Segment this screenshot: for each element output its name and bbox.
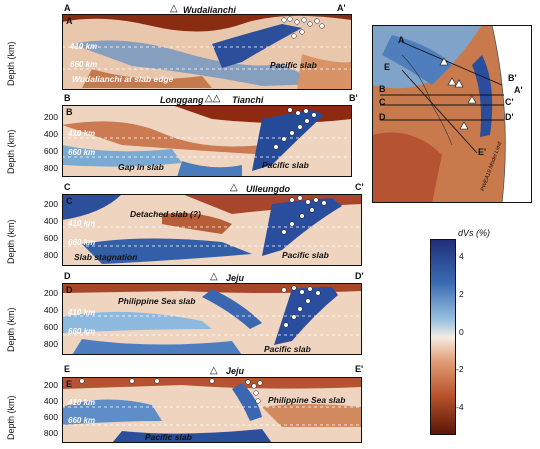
annotation-philippine-sea-slab-d: Philippine Sea slab (118, 296, 196, 306)
volcano-longgang: Longgang (160, 95, 204, 105)
annotation-wudalianchi-edge: Wudalianchi at slab edge (72, 74, 174, 84)
section-d-end: D' (355, 271, 364, 281)
map-label-a: A (398, 35, 405, 45)
depth-axis-label-a: Depth (km) (6, 41, 16, 86)
volcano-triangle-icon: △ (210, 365, 218, 376)
tomography-b (62, 105, 352, 177)
cross-section-c (62, 194, 362, 266)
volcano-triangle-icon: △ (170, 3, 178, 14)
map-label-e: E (384, 62, 391, 72)
map-label-b: B (379, 84, 386, 94)
depth-axis-label-e: Depth (km) (6, 395, 16, 440)
colorbar-title: dVs (%) (458, 228, 491, 238)
tomography-e (62, 377, 362, 443)
cross-section-e (62, 377, 362, 443)
annotation-slab-stagnation: Slab stagnation (74, 252, 138, 262)
panel-a-letter: A (66, 16, 73, 26)
section-a-end: A' (337, 3, 346, 13)
section-a-start: A (64, 3, 71, 13)
colorbar (430, 239, 456, 435)
annotation-pacific-slab-b: Pacific slab (262, 160, 309, 170)
section-c-start: C (64, 182, 71, 192)
section-d-start: D (64, 271, 71, 281)
ref-410-d: 410 km (68, 308, 96, 317)
location-map (372, 25, 532, 203)
map-label-d: D (379, 112, 386, 122)
volcano-triangle-icon: △ (210, 271, 218, 282)
section-b-end: B' (349, 93, 358, 103)
annotation-pacific-slab-c: Pacific slab (282, 250, 329, 260)
panel-d-letter: D (66, 285, 73, 295)
colorbar-tick-minus2: -2 (456, 364, 464, 374)
annotation-gap-in-slab: Gap in slab (118, 162, 164, 172)
ref-410-a: 410 km (70, 42, 98, 51)
depth-axis-label-d: Depth (km) (6, 307, 16, 352)
ref-660-d: 660 km (68, 327, 96, 336)
colorbar-tick-4: 4 (459, 251, 464, 261)
depth-axis-label-b: Depth (km) (6, 129, 16, 174)
ref-410-b: 410 km (68, 129, 96, 138)
ref-410-e: 410 km (68, 398, 96, 407)
cross-section-a (62, 14, 352, 90)
depth-axis-label-c: Depth (km) (6, 219, 16, 264)
map-svg (372, 25, 532, 203)
annotation-pacific-slab-a: Pacific slab (270, 60, 317, 70)
volcano-triangle-icon: △△ (205, 93, 221, 104)
colorbar-tick-2: 2 (459, 289, 464, 299)
panel-b-letter: B (66, 107, 73, 117)
map-label-d-prime: D' (505, 112, 514, 122)
tomography-d (62, 283, 362, 355)
annotation-philippine-sea-slab-e: Philippine Sea slab (268, 395, 346, 405)
section-line-a (401, 41, 503, 86)
section-b-start: B (64, 93, 71, 103)
annotation-detached-slab: Detached slab (?) (130, 209, 201, 219)
panel-c-letter: C (66, 196, 73, 206)
volcano-wudalianchi: Wudalianchi (183, 5, 236, 15)
map-label-c: C (379, 97, 386, 107)
section-c-end: C' (355, 182, 364, 192)
map-label-c-prime: C' (505, 97, 514, 107)
colorbar-tick-minus4: -4 (456, 402, 464, 412)
cross-section-b (62, 105, 352, 177)
volcano-tianchi: Tianchi (232, 95, 264, 105)
ref-660-e: 660 km (68, 416, 96, 425)
panel-e-letter: E (66, 379, 73, 389)
map-label-a-prime: A' (514, 85, 523, 95)
section-e-end: E' (355, 364, 364, 374)
annotation-pacific-slab-e: Pacific slab (145, 432, 192, 442)
volcano-ulleungdo: Ulleungdo (246, 184, 290, 194)
cross-section-d (62, 283, 362, 355)
map-label-e-prime: E' (478, 147, 487, 157)
volcano-jeju-d: Jeju (226, 273, 245, 283)
ref-660-a: 660 km (70, 60, 98, 69)
section-line-e (401, 69, 478, 154)
volcano-triangle-icon: △ (230, 182, 238, 193)
ref-410-c: 410 km (68, 219, 96, 228)
colorbar-tick-0: 0 (459, 327, 464, 337)
ref-660-b: 660 km (68, 148, 96, 157)
annotation-pacific-slab-d: Pacific slab (264, 344, 311, 354)
tomography-c (62, 194, 362, 266)
ref-660-c: 660 km (68, 238, 96, 247)
volcano-jeju-e: Jeju (226, 366, 245, 376)
tomography-a (62, 14, 352, 90)
section-e-start: E (64, 364, 71, 374)
map-label-b-prime: B' (508, 73, 517, 83)
